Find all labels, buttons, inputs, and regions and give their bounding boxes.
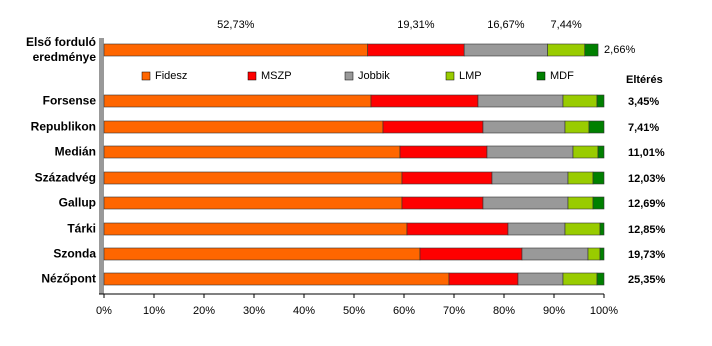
- x-tick-label: 40%: [293, 305, 315, 317]
- bar-segment: [103, 272, 450, 286]
- bar-segment: [448, 272, 519, 286]
- deviation-label: 11,01%: [628, 147, 665, 159]
- bar-segment: [592, 196, 605, 210]
- deviation-label: 12,03%: [628, 173, 666, 185]
- bar-segment: [370, 94, 479, 108]
- bar-segment: [592, 171, 605, 185]
- bar-segment: [521, 247, 589, 261]
- legend-label: LMP: [459, 70, 482, 82]
- deviation-label: 3,45%: [628, 96, 659, 108]
- bar-segment: [584, 43, 599, 57]
- bar-segment: [599, 247, 605, 261]
- x-tick-label: 70%: [443, 305, 465, 317]
- bar-segment: [482, 120, 566, 134]
- bar-segment: [596, 272, 605, 286]
- bar-segment: [486, 145, 574, 159]
- bar-segment: [103, 145, 401, 159]
- x-tick-label: 20%: [193, 305, 215, 317]
- bar-segment: [367, 43, 465, 57]
- category-label: Tárki: [67, 221, 96, 236]
- category-label: Gallup: [58, 195, 96, 210]
- bar-segment: [564, 222, 601, 236]
- bar-segment: [103, 222, 408, 236]
- bar-segment: [547, 43, 586, 57]
- deviation-label: 19,73%: [628, 249, 666, 261]
- bar-segment: [596, 94, 605, 108]
- x-tick-label: 0%: [96, 305, 112, 317]
- x-tick-label: 50%: [343, 305, 365, 317]
- legend-swatch: [141, 71, 151, 81]
- x-tick-label: 60%: [393, 305, 415, 317]
- x-tick-label: 90%: [543, 305, 565, 317]
- category-label: Első forduló eredménye: [26, 35, 96, 64]
- deviation-label: 12,85%: [628, 224, 666, 236]
- x-tick-label: 100%: [590, 305, 618, 317]
- bar-segment: [491, 171, 569, 185]
- bar-segment: [399, 145, 488, 159]
- legend-swatch: [536, 71, 546, 81]
- bar-segment: [564, 120, 590, 134]
- bar-segment: [103, 94, 372, 108]
- axis-wall: [99, 38, 104, 294]
- bar-segment: [103, 171, 403, 185]
- bar-segment: [587, 247, 601, 261]
- legend-swatch: [344, 71, 354, 81]
- bar-segment: [567, 171, 594, 185]
- bar-segment: [477, 94, 564, 108]
- category-label: Forsense: [42, 93, 96, 108]
- legend-label: Fidesz: [155, 70, 187, 82]
- category-label: Szonda: [53, 246, 96, 261]
- bar-segment: [103, 247, 421, 261]
- legend-label: MDF: [550, 70, 574, 82]
- bar-segment: [401, 171, 493, 185]
- legend-box: [104, 66, 604, 86]
- x-tick-label: 80%: [493, 305, 515, 317]
- bar-segment: [599, 222, 605, 236]
- value-label: 16,67%: [487, 19, 525, 31]
- legend-label: Jobbik: [358, 70, 390, 82]
- legend-swatch: [247, 71, 257, 81]
- bar-segment: [382, 120, 484, 134]
- bar-segment: [463, 43, 548, 57]
- category-label: Századvég: [34, 170, 96, 185]
- bar-segment: [597, 145, 605, 159]
- bar-segment: [562, 272, 598, 286]
- bar-segment: [103, 43, 368, 57]
- legend-swatch: [445, 71, 455, 81]
- bar-segment: [103, 196, 403, 210]
- category-label: Nézőpont: [41, 271, 96, 286]
- bar-segment: [572, 145, 599, 159]
- bar-segment: [588, 120, 605, 134]
- bar-segment: [401, 196, 484, 210]
- bar-segment: [562, 94, 598, 108]
- category-label: Medián: [54, 144, 96, 159]
- x-tick-label: 10%: [143, 305, 165, 317]
- bar-segment: [103, 120, 384, 134]
- value-label: 2,66%: [604, 44, 635, 56]
- value-label: 7,44%: [551, 19, 582, 31]
- bar-segment: [419, 247, 523, 261]
- x-tick-label: 30%: [243, 305, 265, 317]
- legend-label: MSZP: [261, 70, 292, 82]
- deviation-title: Eltérés: [626, 74, 663, 86]
- deviation-label: 25,35%: [628, 274, 666, 286]
- bar-segment: [406, 222, 509, 236]
- bar-segment: [507, 222, 566, 236]
- value-label: 19,31%: [397, 19, 435, 31]
- category-label: Republikon: [30, 119, 96, 134]
- bar-segment: [567, 196, 594, 210]
- bar-segment: [482, 196, 569, 210]
- value-label: 52,73%: [217, 19, 255, 31]
- deviation-label: 7,41%: [628, 122, 659, 134]
- bar-segment: [517, 272, 564, 286]
- deviation-label: 12,69%: [628, 198, 666, 210]
